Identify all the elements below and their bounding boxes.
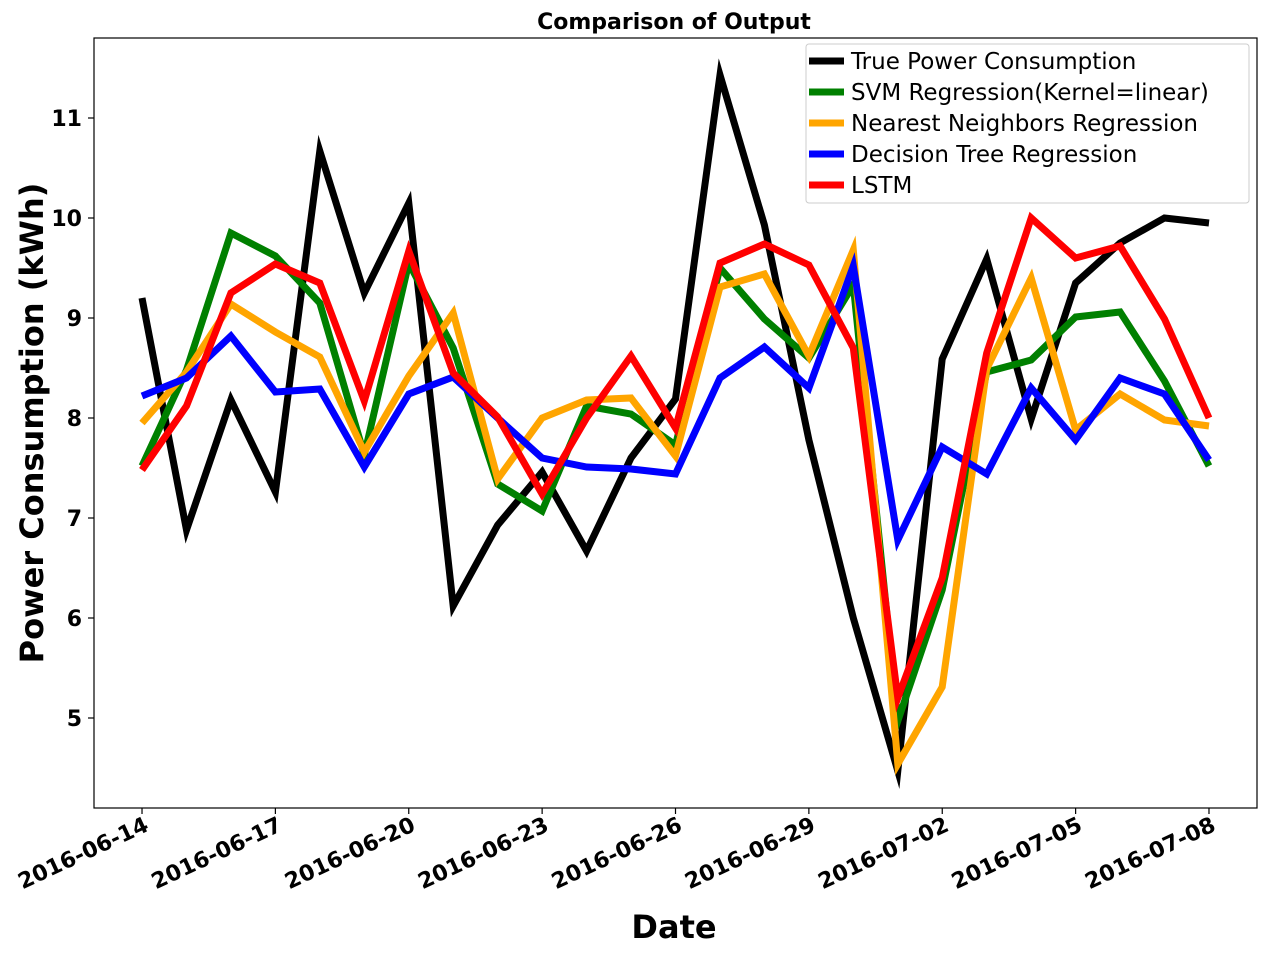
x-tick-label: 2016-06-23 [415, 813, 553, 895]
y-tick-label: 11 [51, 107, 82, 132]
x-tick-label: 2016-06-29 [681, 813, 819, 895]
plot-lines [138, 58, 1213, 789]
x-axis: 2016-06-142016-06-172016-06-202016-06-23… [14, 808, 1220, 895]
x-tick-label: 2016-06-14 [14, 813, 152, 895]
x-axis-label: Date [631, 908, 716, 946]
series-line-decision-tree-regression [140, 252, 1212, 552]
x-tick-label: 2016-06-20 [281, 813, 419, 895]
x-tick-label: 2016-07-02 [815, 813, 953, 895]
legend: True Power Consumption SVM Regression(Ker… [805, 43, 1250, 204]
legend-label-svm-regression-kernel-linear: SVM Regression(Kernel=linear) [851, 80, 1209, 106]
y-tick-label: 7 [67, 507, 82, 532]
y-tick-label: 6 [67, 607, 82, 632]
legend-label-decision-tree-regression: Decision Tree Regression [851, 142, 1137, 168]
legend-frame [805, 43, 1250, 204]
legend-label-nearest-neighbors-regression: Nearest Neighbors Regression [851, 111, 1198, 137]
series-line-nearest-neighbors-regression [139, 235, 1210, 776]
x-tick-label: 2016-06-26 [548, 813, 686, 895]
series-line-true-power-consumption [138, 58, 1210, 789]
y-tick-label: 8 [67, 407, 82, 432]
x-tick-label: 2016-07-05 [948, 813, 1086, 895]
legend-label-true-power-consumption: True Power Consumption [850, 49, 1136, 75]
y-axis: 5 6 7 8 9 10 11 [51, 107, 94, 732]
y-axis-label: Power Consumption (kWh) [13, 183, 51, 664]
y-tick-label: 5 [67, 707, 82, 732]
series-line-lstm [139, 211, 1213, 713]
x-tick-label: 2016-06-17 [148, 813, 286, 895]
legend-label-lstm: LSTM [851, 173, 912, 199]
x-tick-label: 2016-07-08 [1081, 813, 1219, 895]
y-tick-label: 10 [51, 207, 82, 232]
y-tick-label: 9 [67, 307, 82, 332]
chart-title: Comparison of Output [537, 10, 811, 35]
